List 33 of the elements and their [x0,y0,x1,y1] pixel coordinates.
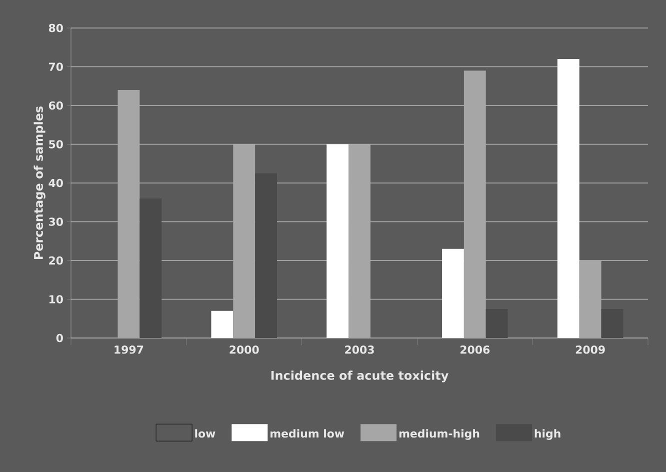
y-tick-label: 70 [48,62,63,71]
bar [464,70,486,338]
bar [211,310,234,338]
x-tick-label: 2000 [230,346,259,354]
bar [255,173,277,338]
bar [601,308,624,338]
bar [442,248,464,338]
bar [486,308,508,338]
bar [233,144,256,338]
bar [140,198,162,338]
y-tick-label: 20 [49,256,63,265]
y-tick-label: 60 [48,101,63,110]
bar [326,144,349,338]
x-axis-title: Incidence of acute toxicity [271,370,448,382]
y-tick-label: 0 [56,334,63,342]
legend-label: medium-high [399,429,480,440]
legend-label: low [195,429,216,438]
x-tick-label: 2006 [460,346,490,354]
bar [557,59,580,338]
x-tick-label: 1997 [114,346,144,354]
y-axis-title: Percentage of samples [34,106,46,259]
legend-label: high [534,429,560,440]
bar [348,144,370,338]
y-tick-label: 10 [49,295,63,304]
y-tick-label: 50 [49,140,63,148]
legend-label: medium low [270,429,344,438]
y-tick-label: 40 [48,178,63,188]
y-tick-label: 80 [48,24,63,32]
bar [118,90,140,338]
y-tick-label: 30 [48,218,63,226]
x-tick-label: 2009 [576,346,605,354]
x-tick-label: 2003 [345,346,374,354]
bar [579,260,602,338]
